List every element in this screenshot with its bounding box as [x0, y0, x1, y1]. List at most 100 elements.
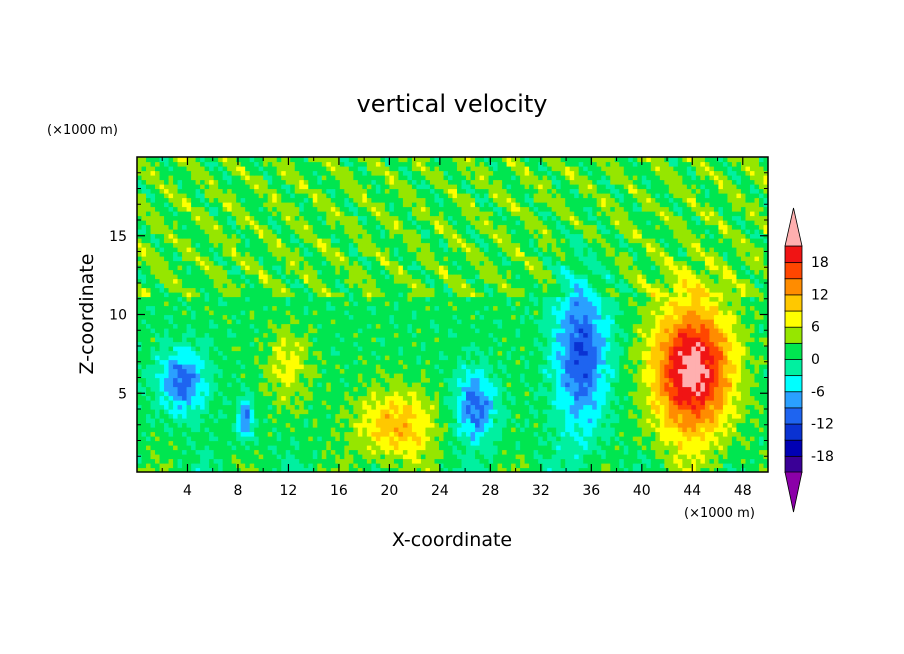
contour-cell [565, 314, 571, 320]
contour-cell [420, 436, 427, 442]
contour-cell [402, 427, 409, 433]
contour-cell [641, 440, 647, 446]
contour-cell [673, 355, 679, 361]
contour-cell [186, 418, 192, 424]
contour-cell [695, 386, 701, 392]
contour-cell [578, 386, 584, 392]
contour-cell [402, 310, 409, 316]
contour-cell [141, 440, 147, 446]
contour-cell [560, 310, 566, 316]
contour-cell [524, 323, 530, 329]
contour-cell [488, 391, 494, 397]
contour-cell [646, 368, 652, 374]
contour-cell [290, 350, 296, 356]
contour-cell [290, 386, 296, 392]
contour-cell [254, 310, 260, 316]
contour-cell [438, 404, 445, 410]
contour-cell [583, 359, 589, 365]
contour-cell [137, 364, 143, 370]
contour-cell [470, 463, 476, 469]
contour-cell [511, 440, 517, 446]
contour-cell [461, 368, 467, 374]
contour-cell [475, 427, 481, 433]
contour-cell [150, 359, 156, 365]
contour-cell [177, 467, 183, 472]
contour-cell [731, 341, 738, 347]
contour-cell [416, 445, 422, 451]
contour-cell [245, 382, 251, 388]
contour-cell [213, 337, 219, 343]
contour-cell [574, 355, 580, 361]
contour-cell [542, 449, 548, 455]
contour-cell [371, 409, 377, 415]
contour-cell [164, 467, 170, 472]
contour-cell [186, 382, 192, 388]
contour-cell [763, 418, 768, 424]
contour-cell [146, 337, 152, 343]
contour-cell [713, 413, 720, 419]
contour-cell [574, 422, 580, 428]
contour-cell [294, 400, 300, 406]
contour-cell [601, 391, 607, 397]
contour-cell [466, 440, 472, 446]
contour-cell [754, 436, 760, 442]
contour-cell [506, 310, 512, 316]
contour-cell [438, 395, 445, 401]
contour-cell [326, 449, 332, 455]
contour-cell [727, 346, 733, 352]
contour-cell [236, 400, 242, 406]
contour-cell [758, 323, 765, 329]
contour-cell [317, 400, 323, 406]
contour-cell [479, 418, 485, 424]
contour-cell [434, 310, 440, 316]
contour-cell [704, 449, 711, 455]
contour-cell [502, 310, 508, 316]
contour-cell [493, 458, 499, 464]
contour-cell [339, 418, 345, 424]
contour-cell [155, 323, 161, 329]
contour-cell [155, 404, 161, 410]
contour-cell [668, 440, 674, 446]
contour-cell [479, 373, 485, 379]
contour-cell [628, 454, 634, 460]
contour-cell [551, 440, 557, 446]
contour-cell [461, 431, 467, 437]
contour-cell [281, 382, 287, 388]
contour-cell [461, 395, 467, 401]
contour-cell [150, 319, 156, 325]
contour-cell [294, 436, 300, 442]
contour-cell [393, 350, 400, 356]
contour-cell [691, 386, 697, 392]
contour-cell [231, 319, 237, 325]
contour-cell [673, 391, 679, 397]
contour-cell [745, 404, 751, 410]
contour-cell [682, 431, 688, 437]
contour-cell [497, 449, 503, 455]
contour-cell [276, 409, 282, 415]
contour-cell [704, 463, 711, 469]
contour-cell [447, 382, 454, 388]
contour-cell [470, 404, 476, 410]
contour-cell [700, 395, 706, 401]
contour-cell [533, 377, 539, 383]
contour-cell [601, 368, 607, 374]
contour-cell [317, 418, 323, 424]
contour-cell [502, 404, 508, 410]
contour-cell [511, 319, 517, 325]
contour-cell [659, 368, 665, 374]
contour-cell [222, 373, 228, 379]
contour-cell [402, 328, 409, 334]
contour-cell [339, 323, 345, 329]
contour-cell [610, 346, 616, 352]
contour-cell [479, 368, 485, 374]
contour-cell [731, 337, 738, 343]
contour-cell [763, 314, 768, 320]
contour-cell [227, 346, 233, 352]
contour-cell [695, 364, 701, 370]
contour-cell [348, 413, 354, 419]
contour-cell [736, 413, 742, 419]
contour-cell [470, 400, 476, 406]
contour-cell [668, 319, 674, 325]
contour-cell [637, 368, 643, 374]
contour-cell [623, 445, 629, 451]
